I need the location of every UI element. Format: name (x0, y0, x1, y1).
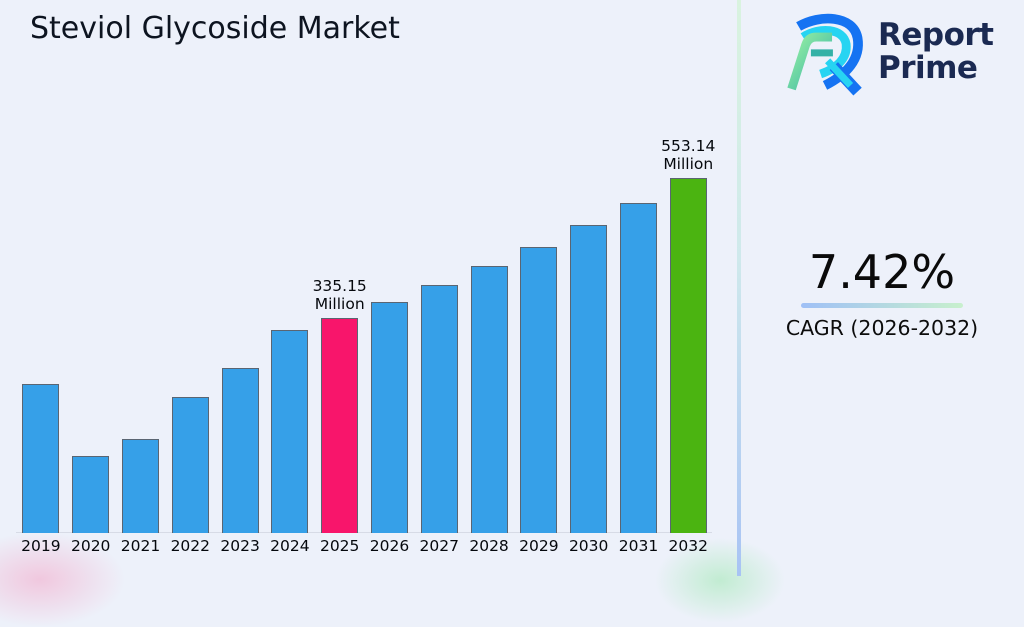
bar-2029 (520, 247, 558, 533)
bar-column-2031: 2031 (614, 203, 664, 556)
x-tick-2019: 2019 (21, 537, 61, 555)
panel-divider (737, 0, 741, 576)
bar-2027 (420, 285, 458, 533)
x-tick-2027: 2027 (419, 537, 459, 555)
cagr-underline (801, 303, 963, 308)
bar-column-2027: 2027 (414, 285, 464, 556)
bar-2019 (22, 384, 60, 533)
bar-2031 (619, 203, 657, 533)
bar-column-2024: 2024 (265, 330, 315, 556)
x-axis-line (16, 532, 712, 533)
value-label-2025: 335.15 Million (312, 277, 367, 313)
bar-column-2020: 2020 (66, 456, 116, 556)
logo-text-prime: Prime (878, 50, 978, 86)
x-tick-2032: 2032 (668, 537, 708, 555)
bar-column-2030: 2030 (564, 225, 614, 556)
x-tick-2020: 2020 (70, 537, 111, 555)
bar-2028 (470, 266, 508, 533)
chart-bars: 2019 2020 2021 2022 2023 2024 335.15 Million 202… (16, 0, 716, 556)
bar-column-2032: 553.14 Million 2032 (661, 137, 716, 556)
x-tick-2022: 2022 (170, 537, 211, 555)
x-tick-2021: 2021 (120, 537, 161, 555)
x-tick-2025: 2025 (319, 537, 360, 555)
bar-column-2022: 2022 (165, 397, 215, 556)
cagr-label: CAGR (2026-2032) (785, 316, 979, 340)
bar-column-2029: 2029 (514, 247, 564, 556)
bar-column-2028: 2028 (464, 266, 514, 556)
bar-2030 (570, 225, 608, 533)
cagr-value: 7.42% (808, 245, 956, 299)
bar-2021 (121, 439, 159, 533)
x-tick-2029: 2029 (519, 537, 559, 555)
x-tick-2023: 2023 (220, 537, 260, 555)
logo: Report Prime (781, 8, 994, 96)
value-label-2032: 553.14 Million (661, 137, 716, 173)
bar-column-2019: 2019 (16, 384, 66, 556)
bar-2025 (321, 318, 359, 533)
bar-2022 (171, 397, 209, 533)
logo-text-report: Report (878, 17, 994, 53)
x-tick-2030: 2030 (568, 537, 609, 555)
bar-column-2025: 335.15 Million 2025 (312, 277, 367, 556)
x-tick-2024: 2024 (270, 537, 310, 555)
bar-column-2023: 2023 (215, 368, 265, 556)
x-tick-2028: 2028 (469, 537, 509, 555)
bar-2026 (370, 302, 408, 533)
bar-column-2026: 2026 (365, 302, 415, 556)
x-tick-2026: 2026 (369, 537, 410, 555)
cagr-block: 7.42% CAGR (2026-2032) (740, 246, 1024, 340)
bar-chart: 2019 2020 2021 2022 2023 2024 335.15 Million 202… (0, 0, 785, 627)
bar-2023 (221, 368, 259, 533)
bar-2024 (271, 330, 309, 533)
report-prime-logo-icon (787, 13, 863, 96)
bar-2032 (669, 178, 707, 533)
logo-text: Report Prime (878, 19, 994, 85)
page-title: Steviol Glycoside Market (30, 11, 400, 46)
x-tick-2031: 2031 (618, 537, 659, 555)
bar-2020 (72, 456, 110, 533)
bar-column-2021: 2021 (116, 439, 166, 556)
